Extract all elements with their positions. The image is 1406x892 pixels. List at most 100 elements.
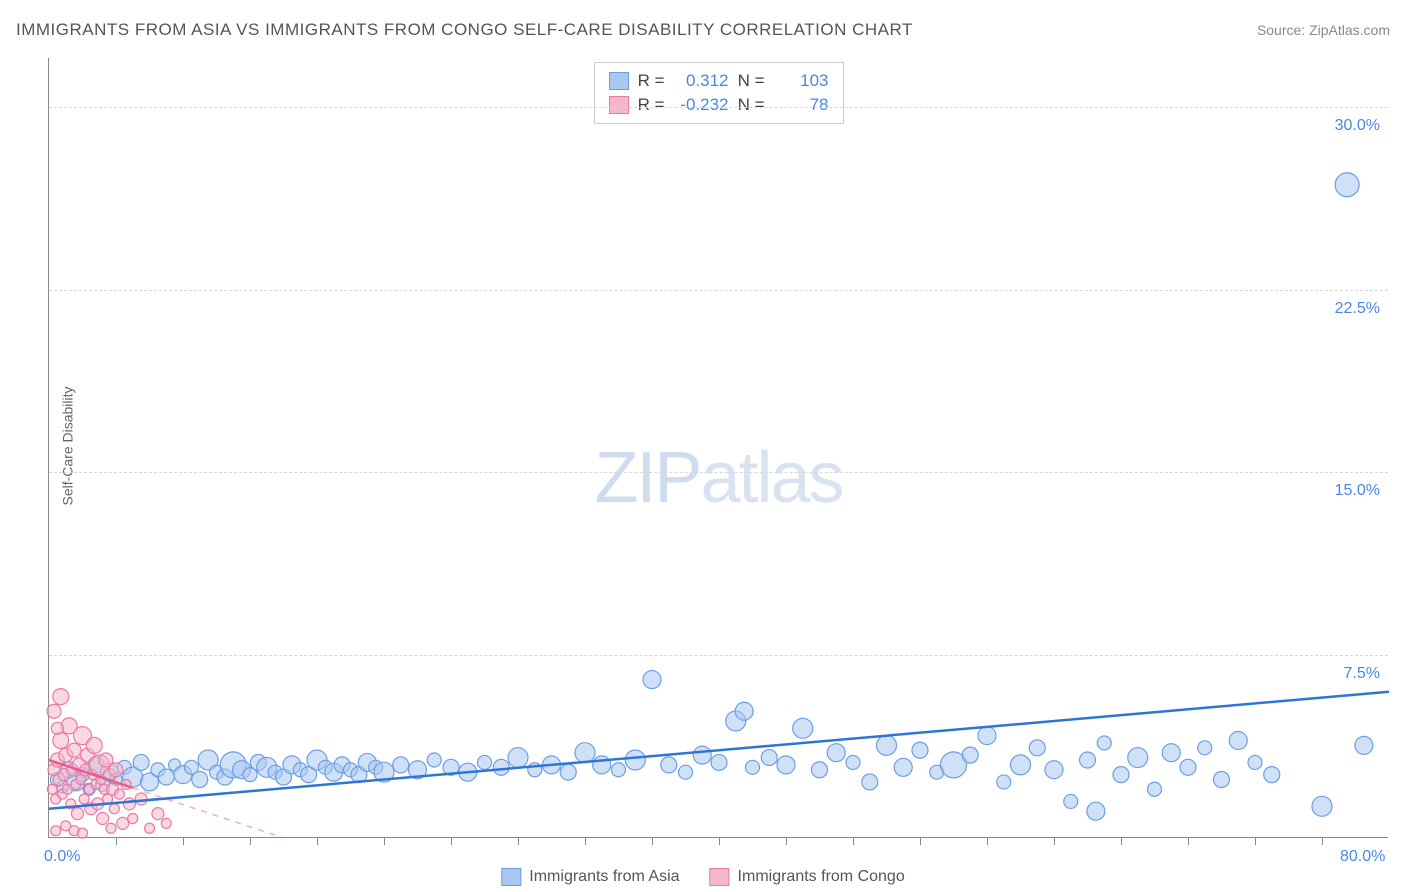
x-tick (1121, 837, 1122, 845)
scatter-point-asia (877, 735, 897, 755)
x-min-label: 0.0% (44, 848, 80, 866)
scatter-point-asia (575, 743, 595, 763)
scatter-point-congo (71, 808, 83, 820)
scatter-point-asia (777, 756, 795, 774)
y-tick-label: 30.0% (1335, 117, 1380, 135)
scatter-point-congo (145, 823, 155, 833)
scatter-point-asia (978, 727, 996, 745)
scatter-point-asia (493, 759, 509, 775)
x-max-label: 80.0% (1340, 848, 1385, 866)
scatter-point-congo (47, 784, 57, 794)
scatter-point-asia (894, 758, 912, 776)
scatter-point-asia (427, 753, 441, 767)
scatter-point-asia (1355, 736, 1373, 754)
scatter-point-congo (106, 823, 116, 833)
x-tick (853, 837, 854, 845)
scatter-point-asia (746, 760, 760, 774)
scatter-point-asia (133, 754, 149, 770)
x-tick (987, 837, 988, 845)
legend-stats-row: R =-0.232N =78 (609, 93, 829, 117)
scatter-point-congo (51, 722, 63, 734)
scatter-point-asia (1128, 748, 1148, 768)
scatter-point-asia (1162, 744, 1180, 762)
legend-stats-row: R =0.312N =103 (609, 69, 829, 93)
scatter-point-congo (97, 813, 109, 825)
scatter-point-asia (1180, 759, 1196, 775)
scatter-point-asia (593, 756, 611, 774)
scatter-point-asia (1029, 740, 1045, 756)
scatter-point-asia (1264, 767, 1280, 783)
x-tick (518, 837, 519, 845)
scatter-point-congo (67, 743, 81, 757)
x-tick (250, 837, 251, 845)
legend-swatch (609, 96, 629, 114)
scatter-point-asia (508, 748, 528, 768)
scatter-point-congo (86, 737, 102, 753)
x-tick (384, 837, 385, 845)
scatter-point-congo (135, 793, 147, 805)
legend-swatch (501, 868, 521, 886)
x-tick (786, 837, 787, 845)
scatter-point-asia (1097, 736, 1111, 750)
scatter-point-asia (693, 746, 711, 764)
grid-line (49, 655, 1388, 656)
scatter-point-asia (761, 750, 777, 766)
trend-line-asia (49, 692, 1389, 809)
scatter-point-congo (51, 826, 61, 836)
scatter-point-congo (47, 704, 61, 718)
scatter-point-asia (612, 763, 626, 777)
x-tick (183, 837, 184, 845)
x-tick (719, 837, 720, 845)
y-tick-label: 7.5% (1344, 665, 1380, 683)
y-tick-label: 15.0% (1335, 482, 1380, 500)
scatter-point-asia (735, 702, 753, 720)
scatter-point-asia (1011, 755, 1031, 775)
scatter-point-asia (812, 762, 828, 778)
grid-line (49, 472, 1388, 473)
scatter-point-congo (114, 789, 124, 799)
grid-line (49, 107, 1388, 108)
scatter-point-asia (643, 671, 661, 689)
scatter-point-asia (1229, 732, 1247, 750)
chart-title: IMMIGRANTS FROM ASIA VS IMMIGRANTS FROM … (16, 20, 913, 40)
scatter-point-asia (661, 757, 677, 773)
y-tick-label: 22.5% (1335, 300, 1380, 318)
legend-swatch (609, 72, 629, 90)
legend-swatch (710, 868, 730, 886)
scatter-point-asia (1248, 755, 1262, 769)
scatter-point-asia (1214, 772, 1230, 788)
scatter-point-asia (1087, 802, 1105, 820)
plot-area: ZIPatlas R =0.312N =103R =-0.232N =78 7.… (48, 58, 1388, 838)
scatter-point-congo (117, 817, 129, 829)
scatter-point-congo (128, 814, 138, 824)
plot-svg (49, 58, 1388, 837)
legend-bottom: Immigrants from Asia Immigrants from Cong… (501, 868, 904, 886)
scatter-point-asia (1113, 767, 1129, 783)
n-label: N = (737, 93, 765, 117)
scatter-point-asia (478, 755, 492, 769)
legend-stats: R =0.312N =103R =-0.232N =78 (594, 62, 844, 124)
title-bar: IMMIGRANTS FROM ASIA VS IMMIGRANTS FROM … (16, 20, 1390, 40)
r-label: R = (637, 93, 665, 117)
n-value: 103 (773, 69, 829, 93)
legend-item: Immigrants from Asia (501, 868, 679, 886)
legend-label: Immigrants from Congo (738, 868, 905, 886)
scatter-point-asia (793, 718, 813, 738)
n-label: N = (737, 69, 765, 93)
scatter-point-congo (109, 804, 119, 814)
r-value: -0.232 (673, 93, 729, 117)
scatter-point-congo (109, 763, 123, 777)
scatter-point-asia (1080, 752, 1096, 768)
scatter-point-congo (161, 818, 171, 828)
scatter-point-asia (1064, 794, 1078, 808)
scatter-point-asia (1045, 761, 1063, 779)
x-tick (1054, 837, 1055, 845)
scatter-point-congo (78, 828, 88, 838)
x-tick (451, 837, 452, 845)
x-tick (1255, 837, 1256, 845)
scatter-point-asia (158, 769, 174, 785)
scatter-point-asia (393, 757, 409, 773)
x-tick (652, 837, 653, 845)
scatter-point-congo (53, 733, 69, 749)
r-value: 0.312 (673, 69, 729, 93)
